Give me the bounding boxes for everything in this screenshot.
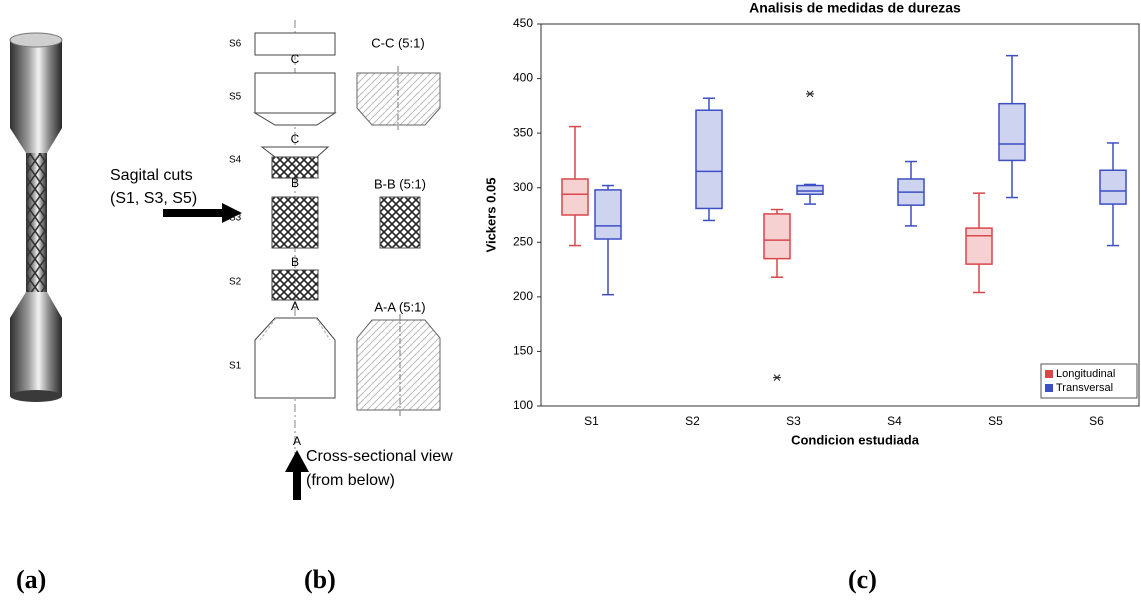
sagittal-note: Sagital cuts xyxy=(110,167,193,184)
cut-letter: B xyxy=(291,255,299,269)
section-label: S6 xyxy=(229,39,242,50)
specimen-render xyxy=(9,32,63,402)
section-drawing xyxy=(253,20,441,500)
y-tick-label: 200 xyxy=(513,289,533,303)
cut-letter: C xyxy=(291,132,300,146)
box xyxy=(965,227,993,265)
sagittal-note: (S1, S3, S5) xyxy=(110,190,197,207)
section-label: S3 xyxy=(229,213,242,224)
y-tick-label: 350 xyxy=(513,125,533,139)
x-tick-label: S3 xyxy=(786,414,801,428)
chart-title: Analisis de medidas de durezas xyxy=(749,0,961,16)
box xyxy=(763,213,791,260)
y-tick-label: 100 xyxy=(513,398,533,412)
x-tick-label: S2 xyxy=(685,414,700,428)
outlier xyxy=(773,374,781,381)
outlier xyxy=(806,90,814,98)
x-tick-label: S6 xyxy=(1089,414,1104,428)
box xyxy=(561,178,589,216)
box xyxy=(998,102,1026,162)
sagittal-arrow xyxy=(163,203,242,223)
view-note: (from below) xyxy=(306,472,395,489)
plot-frame xyxy=(540,23,1140,407)
section-label: S4 xyxy=(229,155,242,166)
cut-letter: C xyxy=(291,52,300,66)
cut-letter: A xyxy=(291,299,299,313)
cross-section-arrow xyxy=(285,450,309,500)
panel-label: (c) xyxy=(848,565,877,594)
legend-box xyxy=(1040,363,1138,399)
x-tick-label: S4 xyxy=(887,414,902,428)
section-label: S2 xyxy=(229,277,242,288)
x-axis-label: Condicion estudiada xyxy=(791,432,920,447)
view-label: B-B (5:1) xyxy=(374,176,426,191)
cut-letter: B xyxy=(291,176,299,190)
y-tick-label: 250 xyxy=(513,234,533,248)
panel-label: (a) xyxy=(16,565,46,594)
legend-label: Transversal xyxy=(1056,382,1113,394)
view-label: C-C (5:1) xyxy=(371,35,424,50)
cut-letter: A xyxy=(293,434,301,448)
box xyxy=(695,109,723,210)
y-tick-label: 300 xyxy=(513,180,533,194)
panel-label: (b) xyxy=(304,565,336,594)
x-tick-label: S1 xyxy=(584,414,599,428)
legend-swatch xyxy=(1045,384,1053,392)
y-axis-label: Vickers 0.05 xyxy=(483,178,498,253)
y-tick-label: 400 xyxy=(513,71,533,85)
box xyxy=(796,184,824,196)
view-label: A-A (5:1) xyxy=(374,299,425,314)
y-tick-label: 450 xyxy=(513,16,533,30)
section-label: S5 xyxy=(229,92,242,103)
section-label: S1 xyxy=(229,361,242,372)
legend-swatch xyxy=(1045,370,1053,378)
box xyxy=(594,189,622,240)
legend-label: Longitudinal xyxy=(1056,368,1115,380)
box xyxy=(1099,169,1127,205)
x-tick-label: S5 xyxy=(988,414,1003,428)
view-note: Cross-sectional view xyxy=(306,448,453,465)
y-tick-label: 150 xyxy=(513,344,533,358)
